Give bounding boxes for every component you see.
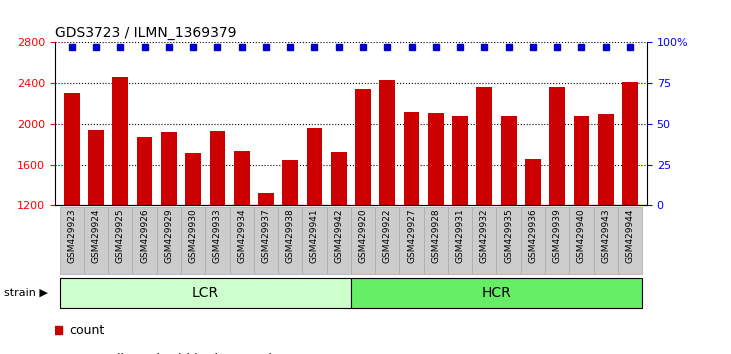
Bar	[327, 207, 351, 274]
Text: GSM429929: GSM429929	[164, 208, 173, 263]
Bar	[258, 193, 274, 205]
Text: GSM429936: GSM429936	[529, 208, 537, 263]
Bar	[234, 152, 249, 205]
Text: GSM429937: GSM429937	[262, 208, 270, 263]
Bar	[598, 114, 613, 205]
Text: GSM429934: GSM429934	[237, 208, 246, 263]
Text: LCR: LCR	[192, 286, 219, 300]
Bar	[181, 207, 205, 274]
Text: GSM429923: GSM429923	[67, 208, 76, 263]
Bar	[496, 207, 520, 274]
Bar	[64, 93, 80, 205]
Text: GSM429932: GSM429932	[480, 208, 489, 263]
Text: GSM429942: GSM429942	[334, 208, 344, 263]
Bar	[132, 207, 156, 274]
Text: strain ▶: strain ▶	[4, 288, 48, 298]
Text: GSM429935: GSM429935	[504, 208, 513, 263]
Bar	[88, 130, 104, 205]
Bar	[594, 207, 618, 274]
Bar	[525, 159, 541, 205]
Text: GSM429940: GSM429940	[577, 208, 586, 263]
Bar	[355, 89, 371, 205]
Text: GSM429938: GSM429938	[286, 208, 295, 263]
Bar	[404, 112, 420, 205]
Text: GSM429920: GSM429920	[358, 208, 368, 263]
Text: GSM429924: GSM429924	[91, 208, 101, 263]
Text: GDS3723 / ILMN_1369379: GDS3723 / ILMN_1369379	[55, 26, 236, 40]
Bar	[254, 207, 278, 274]
Bar	[113, 77, 128, 205]
Bar	[331, 152, 346, 205]
Text: GSM429941: GSM429941	[310, 208, 319, 263]
Text: GSM429933: GSM429933	[213, 208, 222, 263]
Bar	[230, 207, 254, 274]
Text: GSM429926: GSM429926	[140, 208, 149, 263]
Bar	[156, 207, 181, 274]
Bar	[351, 207, 375, 274]
Text: percentile rank within the sample: percentile rank within the sample	[69, 353, 280, 354]
Text: GSM429930: GSM429930	[189, 208, 197, 263]
Text: GSM429927: GSM429927	[407, 208, 416, 263]
Text: GSM429925: GSM429925	[115, 208, 125, 263]
Bar	[569, 207, 594, 274]
Bar	[379, 80, 395, 205]
Bar	[282, 160, 298, 205]
Text: GSM429928: GSM429928	[431, 208, 440, 263]
Bar	[622, 82, 638, 205]
Bar	[185, 153, 201, 205]
Bar	[618, 207, 642, 274]
Bar	[306, 128, 322, 205]
Bar	[574, 116, 589, 205]
Text: GSM429944: GSM429944	[626, 208, 635, 263]
Bar	[520, 207, 545, 274]
Bar	[210, 131, 225, 205]
Bar	[452, 116, 468, 205]
Text: GSM429931: GSM429931	[455, 208, 465, 263]
Bar	[472, 207, 496, 274]
Bar	[428, 113, 444, 205]
Bar	[137, 137, 153, 205]
Bar	[303, 207, 327, 274]
Bar	[448, 207, 472, 274]
Bar	[424, 207, 448, 274]
Text: GSM429939: GSM429939	[553, 208, 561, 263]
Bar	[278, 207, 303, 274]
Bar	[501, 116, 517, 205]
Bar	[60, 207, 84, 274]
Bar	[477, 87, 492, 205]
Bar	[60, 278, 351, 308]
Text: HCR: HCR	[482, 286, 512, 300]
Bar	[545, 207, 569, 274]
Bar	[351, 278, 642, 308]
Text: GSM429943: GSM429943	[601, 208, 610, 263]
Bar	[375, 207, 399, 274]
Bar	[84, 207, 108, 274]
Text: count: count	[69, 324, 105, 337]
Bar	[399, 207, 424, 274]
Bar	[549, 87, 565, 205]
Bar	[205, 207, 230, 274]
Text: GSM429922: GSM429922	[383, 208, 392, 263]
Bar	[161, 132, 177, 205]
Bar	[108, 207, 132, 274]
